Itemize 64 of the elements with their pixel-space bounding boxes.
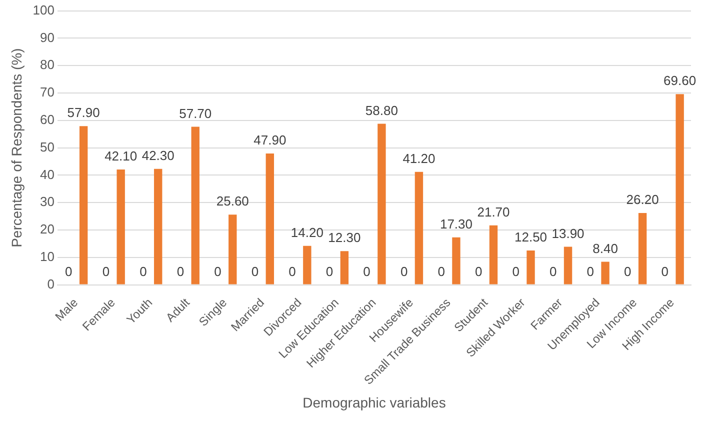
data-label: 0 bbox=[512, 264, 520, 279]
data-label: 0 bbox=[661, 264, 669, 279]
data-label: 69.60 bbox=[664, 73, 696, 88]
data-label: 14.20 bbox=[290, 224, 324, 240]
bar bbox=[414, 172, 424, 284]
data-label: 0 bbox=[474, 264, 482, 279]
y-tick-label: 0 bbox=[47, 276, 54, 292]
bar bbox=[564, 246, 572, 284]
bar bbox=[303, 246, 312, 284]
bar bbox=[116, 169, 125, 284]
data-label: 25.60 bbox=[216, 194, 249, 209]
data-label: 47.90 bbox=[254, 132, 286, 148]
bar bbox=[79, 126, 88, 284]
data-label: 12.30 bbox=[328, 230, 361, 246]
data-label: 57.70 bbox=[179, 106, 212, 121]
data-label: 0 bbox=[176, 264, 184, 279]
data-label: 0 bbox=[288, 264, 296, 279]
y-tick-label: 90 bbox=[40, 30, 54, 45]
data-label: 0 bbox=[586, 264, 594, 279]
data-label: 42.30 bbox=[142, 148, 174, 163]
bar bbox=[378, 124, 386, 284]
data-label: 0 bbox=[438, 264, 445, 279]
y-tick-label: 100 bbox=[32, 2, 54, 18]
bar bbox=[526, 250, 535, 284]
data-label: 13.90 bbox=[552, 226, 584, 241]
y-tick-label: 40 bbox=[40, 166, 54, 182]
bar bbox=[601, 262, 610, 284]
data-label: 0 bbox=[550, 264, 557, 279]
bar bbox=[340, 251, 349, 284]
data-label: 0 bbox=[624, 264, 632, 279]
y-tick-label: 70 bbox=[40, 84, 54, 100]
y-tick-label: 60 bbox=[40, 112, 54, 127]
bar bbox=[191, 126, 200, 284]
data-label: 21.70 bbox=[477, 204, 510, 220]
bar bbox=[154, 168, 162, 284]
data-label: 42.10 bbox=[104, 148, 138, 164]
data-label: 0 bbox=[326, 264, 334, 279]
bar bbox=[266, 154, 274, 284]
data-label: 0 bbox=[65, 264, 72, 279]
x-axis-title: Demographic variables bbox=[302, 394, 446, 410]
data-label: 12.50 bbox=[514, 230, 548, 245]
y-tick-label: 10 bbox=[40, 248, 54, 264]
data-label: 17.30 bbox=[440, 216, 472, 232]
data-label: 0 bbox=[363, 264, 370, 279]
data-label: 57.90 bbox=[67, 105, 100, 120]
data-label: 0 bbox=[251, 264, 259, 279]
data-label: 0 bbox=[102, 264, 110, 279]
data-label: 58.80 bbox=[365, 102, 398, 118]
y-tick-label: 80 bbox=[40, 57, 54, 72]
data-label: 41.20 bbox=[402, 150, 436, 166]
data-label: 0 bbox=[400, 264, 408, 279]
y-axis-title: Percentage of Respondents (%) bbox=[8, 48, 24, 248]
data-label: 0 bbox=[140, 264, 147, 279]
bar bbox=[228, 214, 237, 284]
y-tick-label: 30 bbox=[40, 194, 54, 210]
data-label: 26.20 bbox=[626, 192, 659, 208]
y-tick-label: 50 bbox=[40, 139, 54, 154]
data-label: 8.40 bbox=[592, 240, 618, 256]
data-label: 0 bbox=[214, 264, 222, 279]
y-tick-label: 20 bbox=[40, 222, 54, 237]
bar bbox=[489, 225, 498, 284]
bar bbox=[638, 213, 647, 284]
bar bbox=[452, 237, 460, 284]
bar bbox=[676, 94, 684, 284]
